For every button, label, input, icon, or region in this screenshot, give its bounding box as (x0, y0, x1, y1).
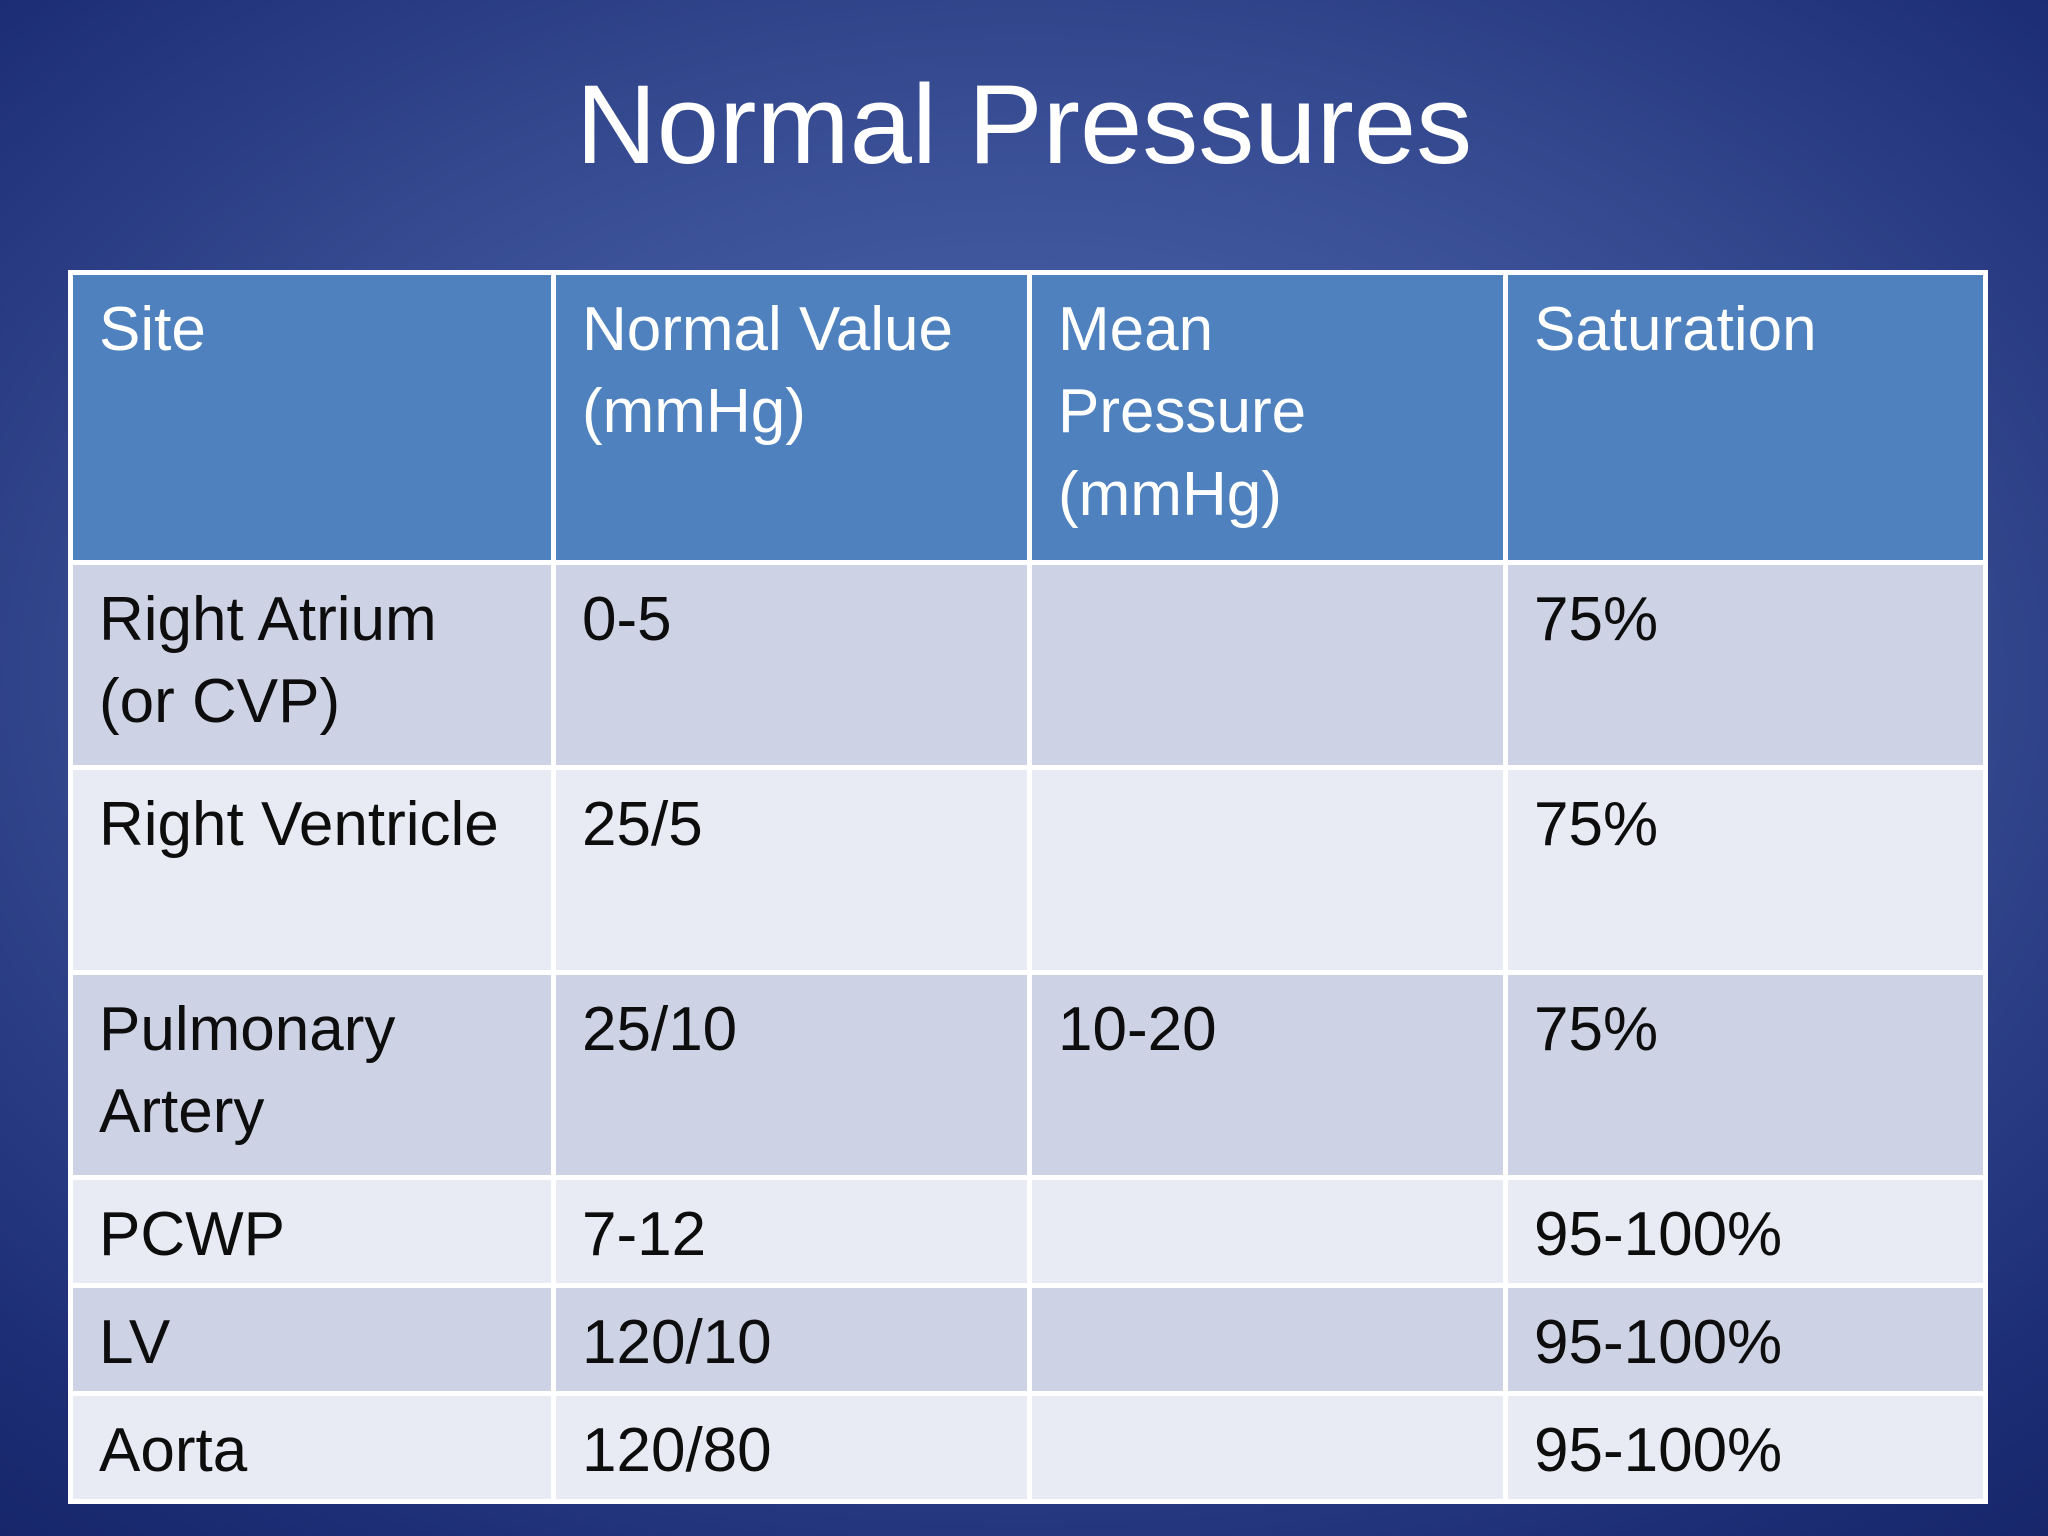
table-cell-site: Right Atrium (or CVP) (73, 565, 551, 765)
table-cell-normal: 0-5 (556, 565, 1027, 765)
table-cell-normal: 7-12 (556, 1180, 1027, 1283)
table-cell-normal: 25/10 (556, 975, 1027, 1175)
table-cell-site: LV (73, 1288, 551, 1391)
table-cell-saturation: 95-100% (1508, 1396, 1983, 1499)
table-cell-saturation: 75% (1508, 975, 1983, 1175)
header-cell-mean-pressure: Mean Pressure (mmHg) (1032, 275, 1503, 560)
table-cell-mean (1032, 1396, 1503, 1499)
page-title: Normal Pressures (575, 62, 1473, 187)
table-cell-normal: 120/80 (556, 1396, 1027, 1499)
table-cell-saturation: 75% (1508, 770, 1983, 970)
header-cell-saturation: Saturation (1508, 275, 1983, 560)
table-cell-normal: 25/5 (556, 770, 1027, 970)
table-cell-site: PCWP (73, 1180, 551, 1283)
normal-pressures-table: Site Normal Value (mmHg) Mean Pressure (… (68, 270, 1988, 1504)
table-cell-normal: 120/10 (556, 1288, 1027, 1391)
header-cell-normal-value: Normal Value (mmHg) (556, 275, 1027, 560)
table-cell-site: Pulmonary Artery (73, 975, 551, 1175)
table-cell-mean (1032, 770, 1503, 970)
header-cell-site: Site (73, 275, 551, 560)
table-cell-saturation: 95-100% (1508, 1180, 1983, 1283)
table-cell-saturation: 95-100% (1508, 1288, 1983, 1391)
table-cell-mean (1032, 565, 1503, 765)
table-cell-mean (1032, 1180, 1503, 1283)
table-cell-site: Right Ventricle (73, 770, 551, 970)
table-cell-site: Aorta (73, 1396, 551, 1499)
table-cell-mean (1032, 1288, 1503, 1391)
table-cell-mean: 10-20 (1032, 975, 1503, 1175)
table-cell-saturation: 75% (1508, 565, 1983, 765)
